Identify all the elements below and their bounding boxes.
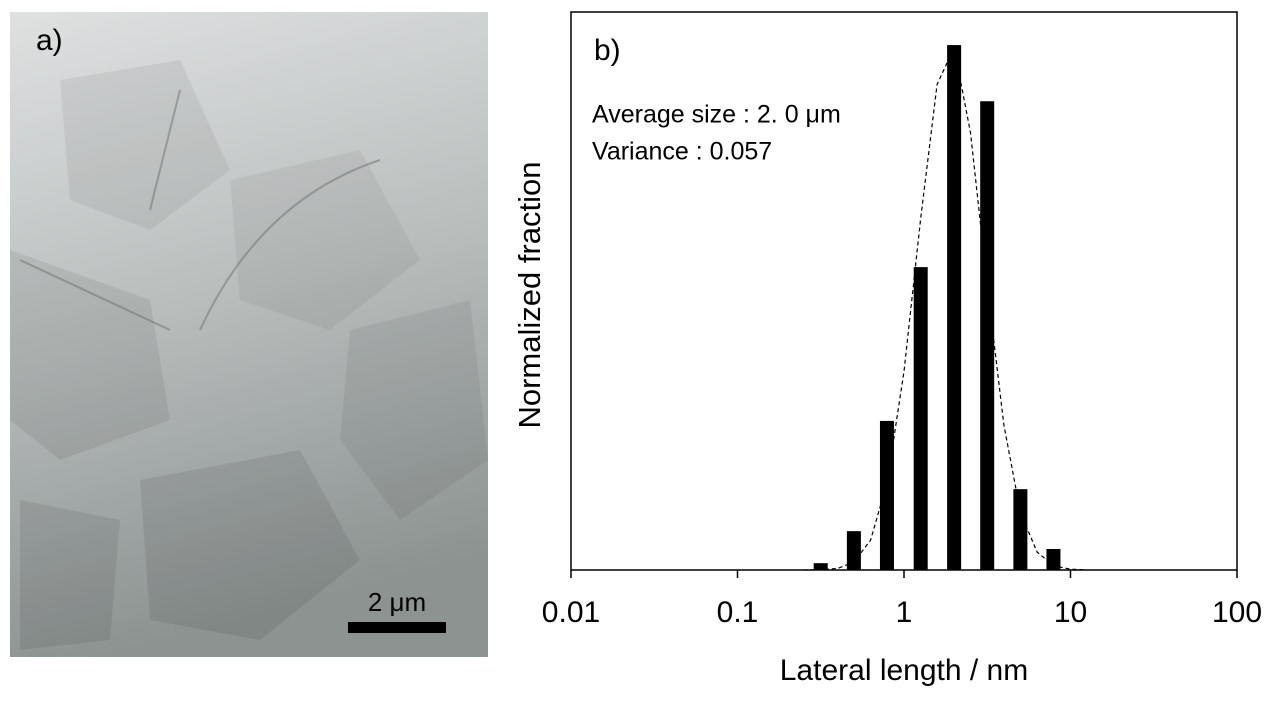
scale-bar [348,622,446,633]
x-tick-label: 100 [1212,596,1262,629]
bar [980,101,995,570]
x-tick-label: 0.1 [717,596,759,629]
micrograph: a) 2 μm [10,12,488,657]
bar [846,531,861,570]
y-axis-label: Normalized fraction [512,161,547,428]
x-tick-label: 0.01 [542,596,600,629]
bar [913,267,928,570]
bar [813,563,828,570]
bar [879,420,894,570]
scale-bar-label: 2 μm [368,587,426,617]
annotation: Average size : 2. 0 μm [592,101,841,129]
fit-curve [803,45,1088,571]
bar [1046,549,1061,570]
annotation: Variance : 0.057 [592,138,772,166]
bar [947,45,962,570]
plot-frame [570,11,1238,571]
x-tick-label: 1 [896,596,913,629]
panel-label: a) [36,24,63,57]
bar [1013,489,1028,570]
x-axis-label: Lateral length / nm [780,654,1028,687]
x-tick-label: 10 [1054,596,1087,629]
panel-label: b) [594,34,621,67]
